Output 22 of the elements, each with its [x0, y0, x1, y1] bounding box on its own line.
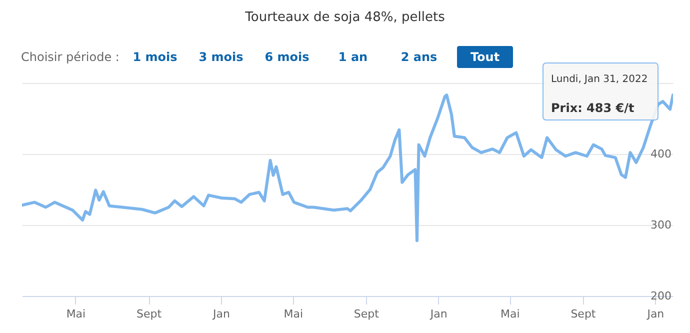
- x-tick-label: Sept: [136, 308, 162, 320]
- x-tick-label: Jan: [212, 308, 230, 320]
- text: Choisir période :: [21, 50, 120, 64]
- text: 3 mois: [198, 50, 244, 64]
- x-tick-label: Jan: [646, 308, 664, 320]
- annotation: Lundi, Jan 31, 2022: [551, 74, 648, 85]
- chart-title: Tourteaux de soja 48%, pellets: [244, 10, 446, 25]
- x-tick-label: Mai: [500, 308, 520, 320]
- x-tick-label: Sept: [354, 308, 380, 320]
- text: 1 mois: [132, 50, 178, 64]
- text: Tout: [470, 50, 500, 64]
- annotation: Prix: 483 €/t: [551, 101, 634, 115]
- y-tick-label: 300: [650, 218, 672, 232]
- x-tick-label: Mai: [66, 308, 86, 320]
- x-tick-label: Jan: [429, 308, 448, 320]
- y-tick-label: 400: [650, 148, 672, 160]
- text: 6 mois: [264, 50, 310, 64]
- y-tick-label: 200: [650, 290, 672, 302]
- text: 2 ans: [400, 50, 438, 64]
- x-tick-label: Sept: [570, 308, 596, 320]
- x-tick-label: Mai: [284, 308, 303, 320]
- text: 1 an: [338, 50, 368, 64]
